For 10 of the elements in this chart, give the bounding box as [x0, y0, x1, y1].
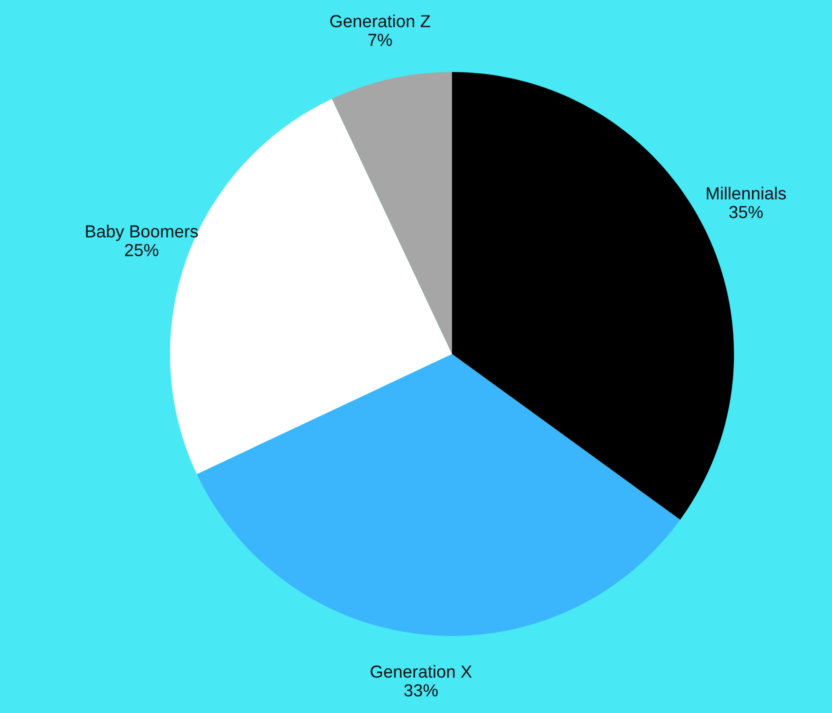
pie-slice: [332, 72, 452, 354]
data-label: 35%: [729, 206, 763, 218]
data-label: 25%: [125, 244, 158, 256]
slice-label: Generation Z: [330, 14, 430, 28]
slice-label: Generation X: [370, 665, 472, 678]
slice-label: Millennials: [706, 186, 786, 200]
pie-slice: [196, 354, 680, 636]
data-label: 33%: [404, 684, 438, 696]
slice-label: Baby Boomers: [86, 224, 198, 241]
data-label: 7%: [368, 34, 392, 46]
